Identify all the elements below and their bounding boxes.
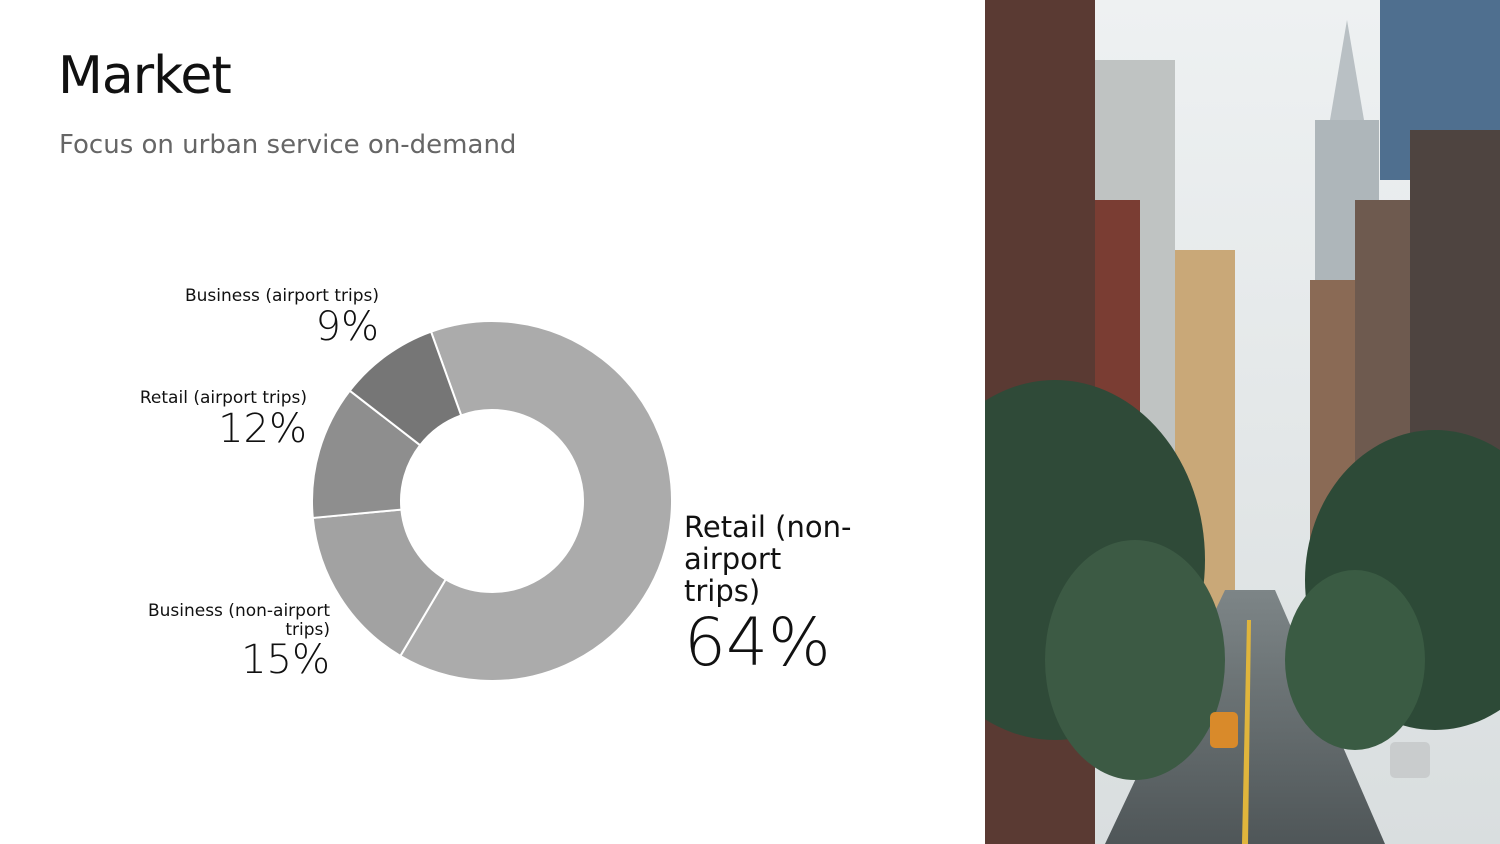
slice-label: Retail (airport trips) 12% [107, 389, 307, 450]
slice-label: Retail (non-airport trips) 64% [684, 510, 859, 681]
category-label: Retail (non-airport trips) [684, 510, 852, 608]
slide-subtitle: Focus on urban service on-demand [59, 130, 517, 160]
road-line [1242, 620, 1251, 844]
car [1390, 742, 1430, 778]
taxi [1210, 712, 1238, 748]
slice-label: Business (non-airport trips) 15% [130, 601, 330, 684]
slide-title: Market [58, 46, 232, 106]
donut-chart [311, 320, 673, 682]
category-label: Retail (airport trips) [139, 388, 307, 408]
city-photo [985, 0, 1500, 844]
trees [1285, 570, 1425, 750]
category-label: Business (non-airport trips) [147, 601, 330, 640]
value-label: 9% [315, 303, 379, 350]
donut-segment [311, 508, 448, 658]
donut-segment [399, 320, 673, 682]
value-label: 64% [684, 603, 831, 681]
value-label: 12% [218, 405, 307, 452]
trees [1045, 540, 1225, 780]
slice-label: Business (airport trips) 9% [139, 287, 379, 348]
category-label: Business (airport trips) [184, 286, 379, 306]
donut-segment [348, 330, 463, 447]
value-label: 15% [241, 637, 330, 684]
spire [1330, 20, 1364, 120]
